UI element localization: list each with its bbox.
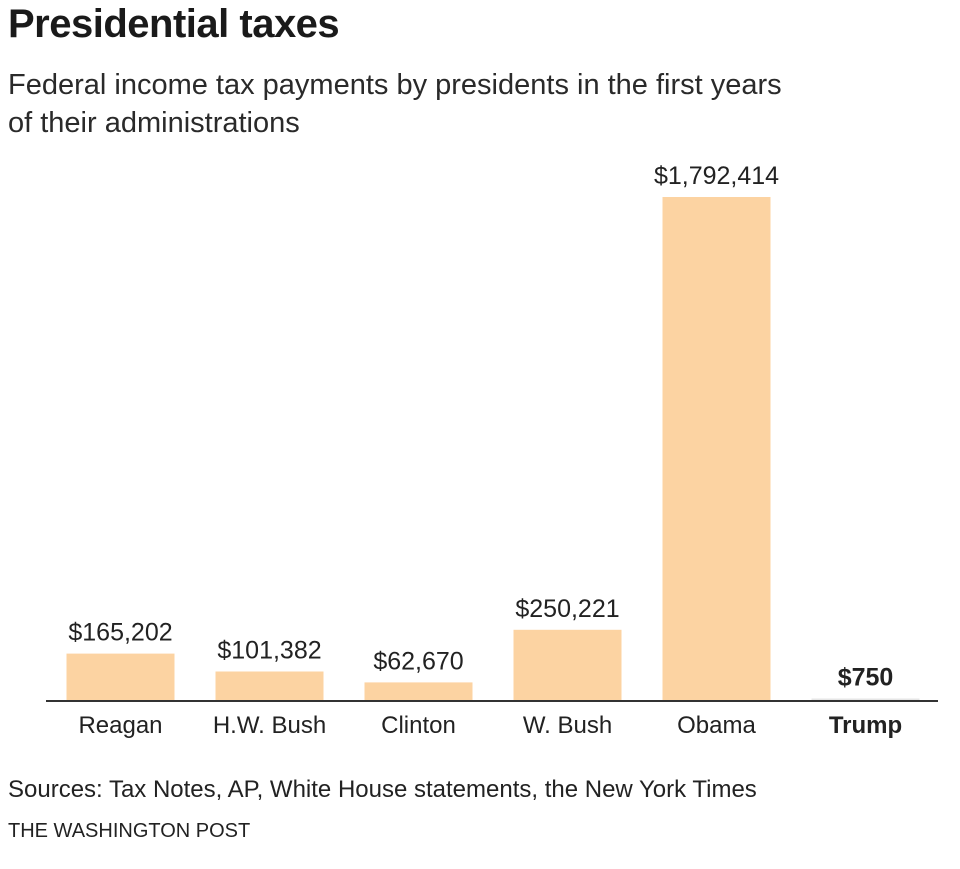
category-label-obama: Obama xyxy=(677,712,756,739)
bar-trump xyxy=(811,698,920,700)
bar-reagan xyxy=(66,653,175,700)
chart-title: Presidential taxes xyxy=(8,2,340,46)
category-label-clinton: Clinton xyxy=(381,712,456,739)
value-label-w-bush: $250,221 xyxy=(515,595,619,623)
bar-obama xyxy=(662,197,771,700)
bar-h-w-bush xyxy=(215,671,324,700)
category-label-reagan: Reagan xyxy=(78,712,162,739)
bar-clinton xyxy=(364,682,473,700)
chart-source: Sources: Tax Notes, AP, White House stat… xyxy=(8,776,757,803)
category-label-h-w-bush: H.W. Bush xyxy=(213,712,326,739)
chart-subtitle: Federal income tax payments by president… xyxy=(8,69,782,139)
category-label-w-bush: W. Bush xyxy=(523,712,612,739)
value-label-obama: $1,792,414 xyxy=(654,162,779,190)
value-label-trump: $750 xyxy=(838,664,894,692)
bar-w-bush xyxy=(513,629,622,700)
value-label-clinton: $62,670 xyxy=(373,647,463,675)
value-label-reagan: $165,202 xyxy=(68,619,172,647)
value-label-h-w-bush: $101,382 xyxy=(217,637,321,665)
chart-credit: THE WASHINGTON POST xyxy=(8,820,251,842)
category-label-trump: Trump xyxy=(829,712,902,739)
